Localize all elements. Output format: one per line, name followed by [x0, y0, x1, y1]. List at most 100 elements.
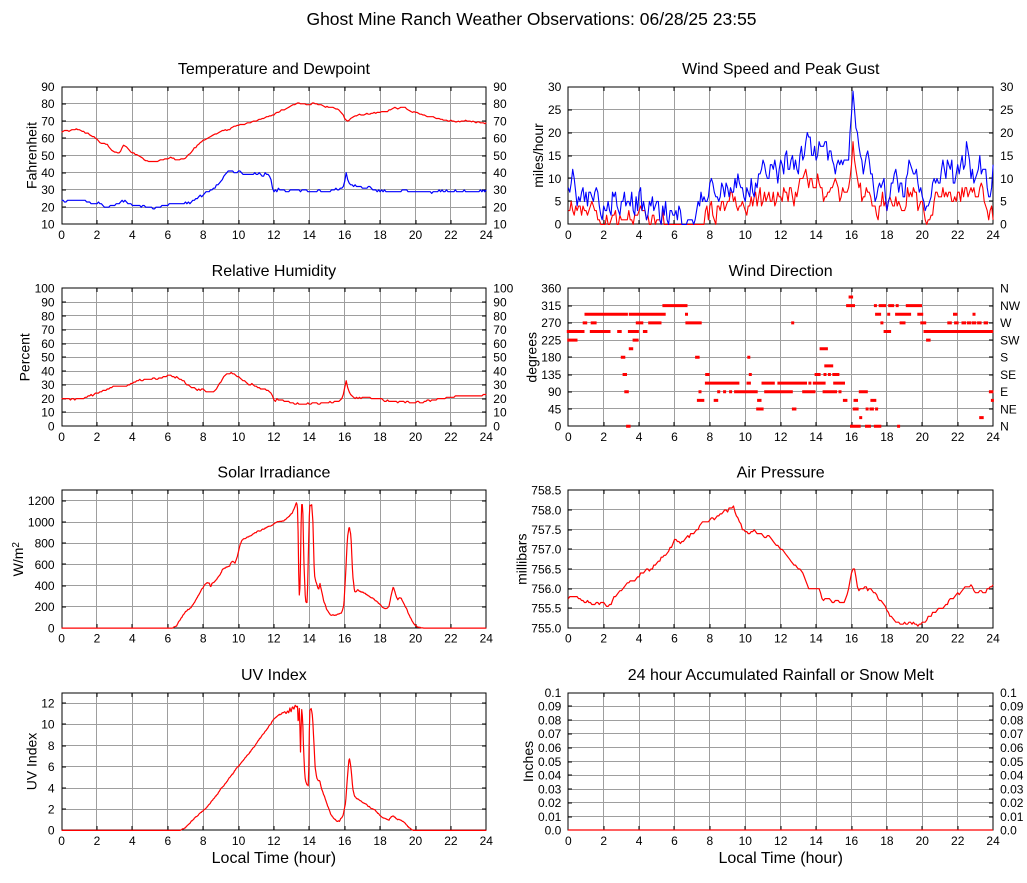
- svg-text:8: 8: [48, 739, 55, 753]
- svg-text:16: 16: [338, 430, 352, 444]
- svg-text:W: W: [1000, 316, 1012, 330]
- svg-text:16: 16: [845, 228, 859, 242]
- svg-text:24: 24: [986, 834, 1000, 848]
- svg-text:10: 10: [493, 218, 507, 232]
- svg-text:20: 20: [409, 430, 423, 444]
- svg-text:4: 4: [129, 228, 136, 242]
- svg-text:2: 2: [600, 834, 607, 848]
- svg-text:0.08: 0.08: [538, 714, 562, 728]
- svg-text:Local Time (hour): Local Time (hour): [212, 850, 337, 867]
- svg-text:8: 8: [200, 834, 207, 848]
- svg-text:80: 80: [41, 97, 55, 111]
- svg-text:2: 2: [94, 228, 101, 242]
- svg-text:0.0: 0.0: [545, 824, 562, 838]
- svg-text:1200: 1200: [28, 494, 55, 508]
- svg-text:70: 70: [493, 114, 507, 128]
- svg-text:2: 2: [600, 430, 607, 444]
- svg-text:6: 6: [48, 760, 55, 774]
- svg-text:20: 20: [41, 201, 55, 215]
- svg-text:Fahrenheit: Fahrenheit: [23, 122, 39, 189]
- svg-text:18: 18: [373, 430, 387, 444]
- svg-text:0: 0: [58, 228, 65, 242]
- svg-text:0.02: 0.02: [538, 796, 562, 810]
- svg-text:90: 90: [548, 385, 562, 399]
- svg-text:755.5: 755.5: [531, 602, 561, 616]
- svg-text:6: 6: [671, 228, 678, 242]
- svg-text:360: 360: [541, 282, 561, 296]
- svg-text:758.0: 758.0: [531, 503, 561, 517]
- svg-text:6: 6: [671, 834, 678, 848]
- svg-text:60: 60: [493, 132, 507, 146]
- svg-text:UV Index: UV Index: [241, 667, 307, 684]
- svg-text:Inches: Inches: [520, 741, 536, 782]
- svg-text:25: 25: [548, 103, 562, 117]
- svg-text:0: 0: [565, 632, 572, 646]
- svg-text:12: 12: [774, 228, 788, 242]
- svg-text:14: 14: [809, 430, 823, 444]
- svg-text:millibars: millibars: [513, 534, 529, 585]
- svg-text:100: 100: [493, 282, 513, 296]
- svg-text:70: 70: [41, 114, 55, 128]
- svg-text:10: 10: [739, 834, 753, 848]
- svg-text:10: 10: [232, 430, 246, 444]
- svg-text:Temperature and Dewpoint: Temperature and Dewpoint: [178, 61, 371, 78]
- svg-text:22: 22: [444, 228, 458, 242]
- svg-text:755.0: 755.0: [531, 621, 561, 635]
- svg-text:758.5: 758.5: [531, 484, 561, 498]
- svg-text:80: 80: [493, 309, 507, 323]
- svg-text:12: 12: [774, 834, 788, 848]
- svg-text:20: 20: [1000, 126, 1014, 140]
- svg-text:22: 22: [444, 834, 458, 848]
- svg-text:2: 2: [48, 803, 55, 817]
- svg-text:0.08: 0.08: [1000, 714, 1024, 728]
- svg-text:16: 16: [845, 430, 859, 444]
- svg-text:60: 60: [41, 132, 55, 146]
- svg-text:135: 135: [541, 368, 561, 382]
- svg-text:S: S: [1000, 351, 1008, 365]
- svg-text:SE: SE: [1000, 368, 1016, 382]
- svg-text:30: 30: [548, 80, 562, 94]
- svg-text:0.04: 0.04: [1000, 769, 1024, 783]
- svg-text:Ghost Mine Ranch Weather Obser: Ghost Mine Ranch Weather Observations: 0…: [306, 9, 756, 29]
- svg-text:100: 100: [35, 282, 55, 296]
- svg-text:18: 18: [373, 834, 387, 848]
- svg-text:12: 12: [774, 632, 788, 646]
- svg-text:14: 14: [303, 834, 317, 848]
- svg-text:30: 30: [41, 183, 55, 197]
- svg-text:4: 4: [636, 632, 643, 646]
- svg-text:0: 0: [58, 632, 65, 646]
- svg-text:24: 24: [986, 228, 1000, 242]
- svg-text:756.5: 756.5: [531, 562, 561, 576]
- svg-text:0: 0: [565, 430, 572, 444]
- svg-text:757.5: 757.5: [531, 523, 561, 537]
- svg-text:10: 10: [739, 228, 753, 242]
- svg-text:0.01: 0.01: [1000, 810, 1024, 824]
- svg-text:40: 40: [493, 166, 507, 180]
- svg-text:22: 22: [951, 632, 965, 646]
- svg-text:6: 6: [671, 430, 678, 444]
- svg-text:400: 400: [35, 579, 55, 593]
- svg-text:Air Pressure: Air Pressure: [737, 465, 825, 482]
- svg-text:20: 20: [409, 632, 423, 646]
- svg-text:0.09: 0.09: [538, 700, 562, 714]
- svg-text:200: 200: [35, 600, 55, 614]
- svg-text:70: 70: [41, 323, 55, 337]
- svg-text:15: 15: [548, 149, 562, 163]
- svg-text:0.03: 0.03: [538, 782, 562, 796]
- svg-text:80: 80: [41, 309, 55, 323]
- svg-text:20: 20: [916, 632, 930, 646]
- svg-text:6: 6: [671, 632, 678, 646]
- svg-text:4: 4: [48, 781, 55, 795]
- svg-text:20: 20: [916, 228, 930, 242]
- svg-text:N: N: [1000, 420, 1009, 434]
- svg-text:4: 4: [129, 834, 136, 848]
- svg-text:14: 14: [303, 430, 317, 444]
- svg-text:600: 600: [35, 558, 55, 572]
- svg-text:10: 10: [232, 228, 246, 242]
- svg-text:22: 22: [951, 834, 965, 848]
- svg-text:10: 10: [739, 632, 753, 646]
- svg-text:2: 2: [600, 632, 607, 646]
- svg-text:0.05: 0.05: [1000, 755, 1024, 769]
- svg-text:90: 90: [493, 296, 507, 310]
- svg-text:SW: SW: [1000, 333, 1020, 347]
